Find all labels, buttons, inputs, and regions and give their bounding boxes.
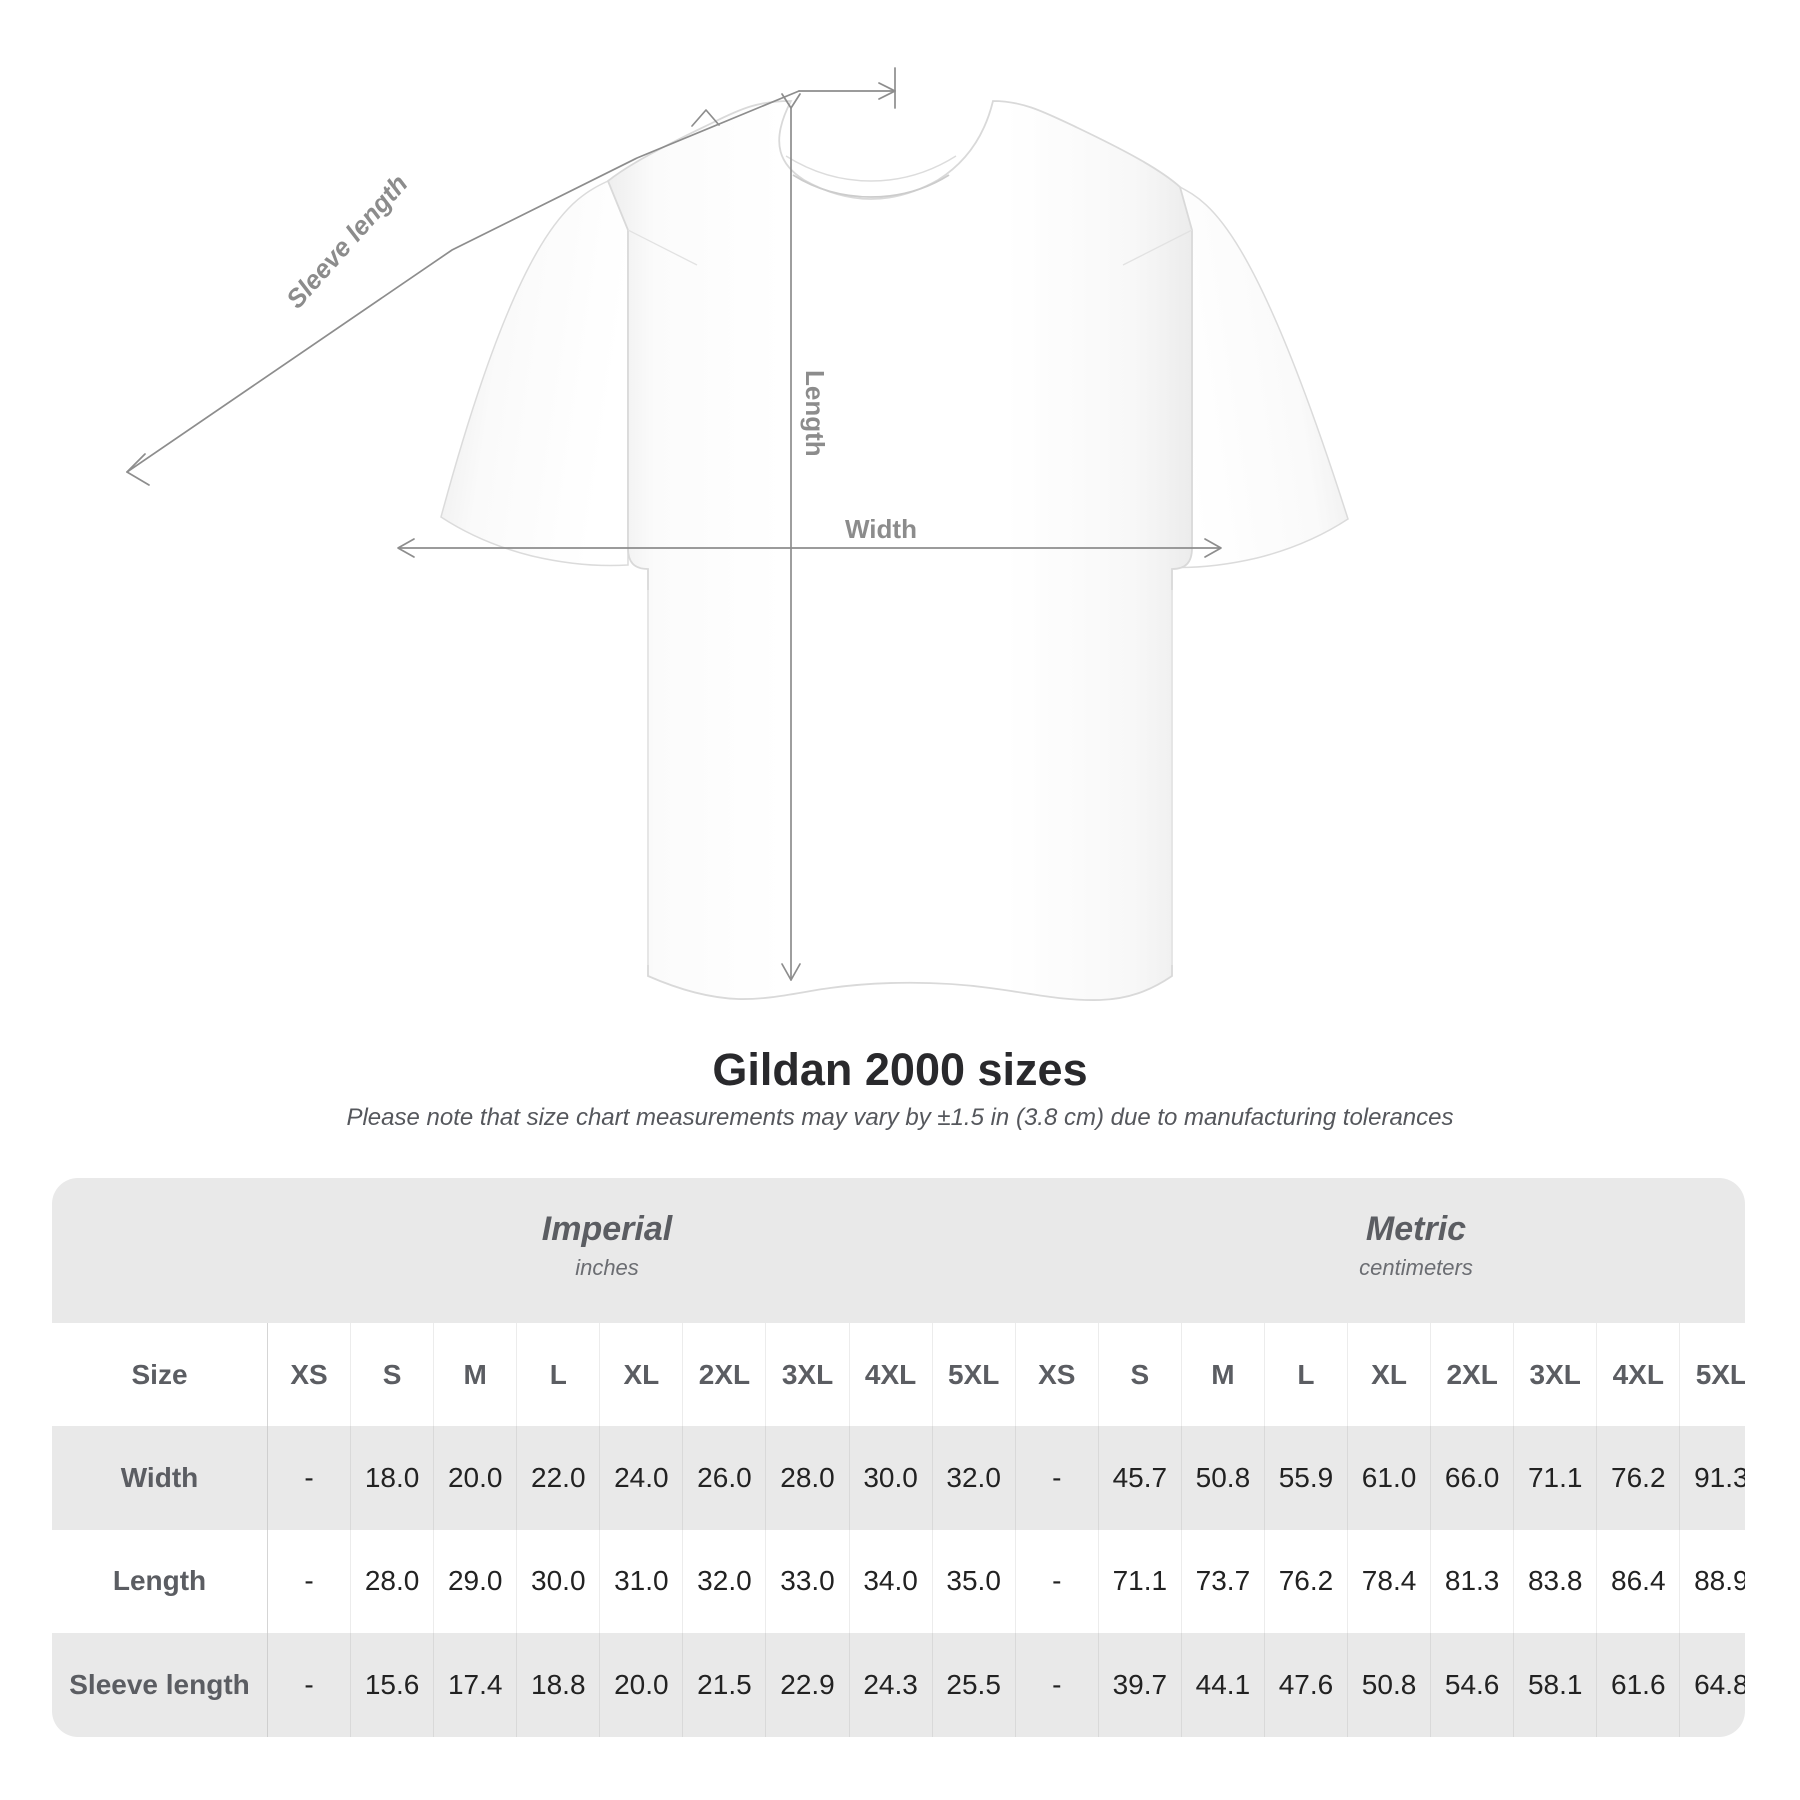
svg-text:Width: Width	[845, 514, 917, 544]
svg-text:Sleeve length: Sleeve length	[280, 169, 414, 314]
svg-text:Length: Length	[800, 370, 830, 457]
